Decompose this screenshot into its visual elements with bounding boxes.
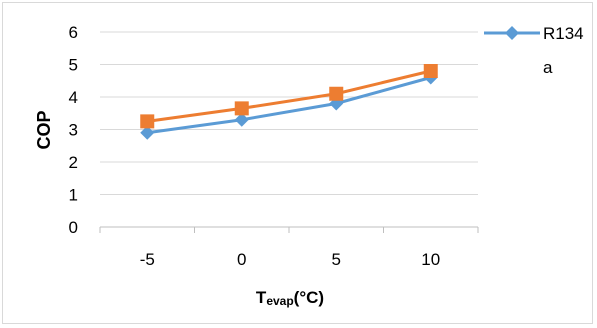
- x-tick-label: 0: [237, 250, 246, 269]
- legend-label-line1: R134: [543, 24, 584, 43]
- y-tick-labels: 0 1 2 3 4 5 6: [69, 23, 78, 237]
- axes: [99, 226, 479, 233]
- square-marker: [329, 86, 344, 101]
- y-tick-label: 4: [69, 88, 78, 107]
- square-marker: [140, 114, 155, 129]
- series-line: [147, 76, 432, 135]
- y-tick-label: 5: [69, 56, 78, 75]
- x-tick-label: 5: [332, 250, 341, 269]
- gridlines: [100, 31, 478, 195]
- y-tick-label: 3: [69, 121, 78, 140]
- x-axis-title-unit: (°C): [294, 288, 324, 307]
- diamond-marker: [140, 125, 155, 140]
- square-marker: [423, 64, 438, 78]
- x-axis-title-main: T: [256, 288, 267, 307]
- diamond-marker: [234, 112, 249, 127]
- x-tick-labels: -5 0 5 10: [140, 250, 441, 269]
- series-group: [140, 64, 438, 140]
- legend-diamond-marker: [505, 26, 519, 40]
- y-axis-title: COP: [34, 110, 54, 149]
- square-marker: [234, 101, 249, 116]
- y-tick-label: 1: [69, 186, 78, 205]
- y-tick-label: 2: [69, 153, 78, 172]
- chart-frame: [2, 2, 593, 324]
- legend: R134 a: [484, 24, 584, 77]
- legend-label-line2: a: [543, 58, 553, 77]
- x-tick-label: 10: [421, 250, 440, 269]
- series-line: [147, 69, 432, 123]
- x-axis-title-sub: evap: [266, 294, 293, 308]
- y-tick-label: 6: [69, 23, 78, 42]
- x-tick-label: -5: [140, 250, 155, 269]
- y-tick-label: 0: [69, 218, 78, 237]
- x-axis-title: Tevap(°C): [256, 288, 324, 308]
